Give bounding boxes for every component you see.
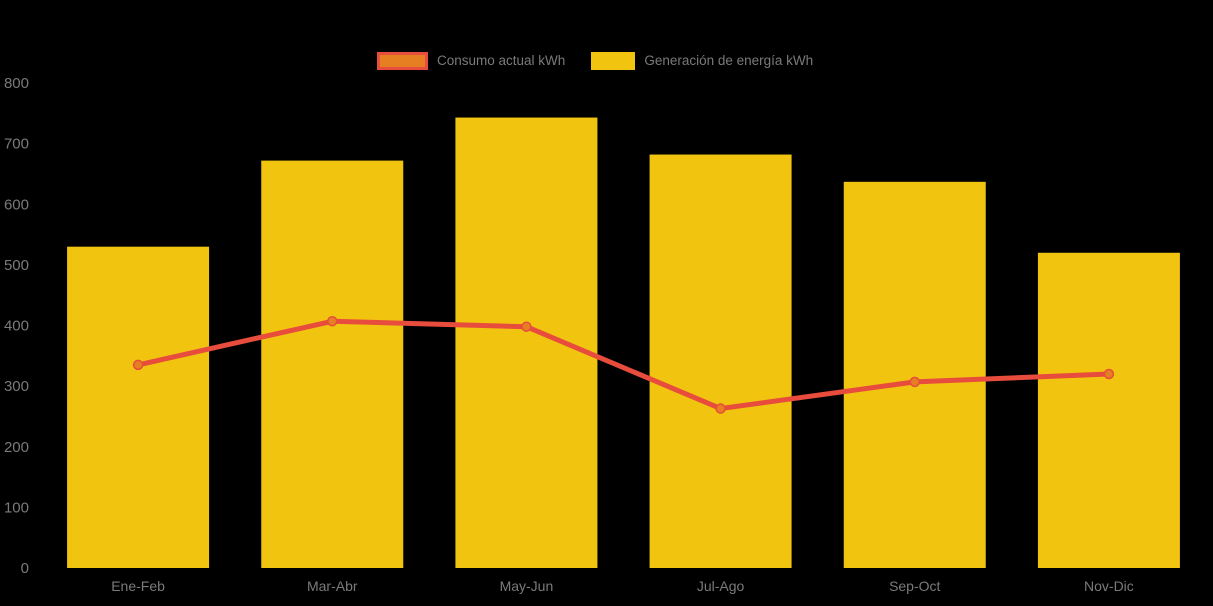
x-axis-label-Ene-Feb: Ene-Feb bbox=[111, 578, 165, 594]
bar-May-Jun bbox=[455, 117, 598, 569]
y-axis-tick-label: 200 bbox=[4, 439, 29, 456]
line-point-May-Jun bbox=[521, 321, 532, 332]
chart-legend: Consumo actual kWh Generación de energía… bbox=[377, 52, 813, 70]
y-axis-tick-label: 600 bbox=[4, 196, 29, 213]
y-axis-tick-label: 0 bbox=[21, 560, 29, 577]
bar-Nov-Dic bbox=[1037, 252, 1180, 568]
x-axis-label-Mar-Abr: Mar-Abr bbox=[307, 578, 358, 594]
y-axis-tick-label: 800 bbox=[4, 75, 29, 92]
x-axis-label-May-Jun: May-Jun bbox=[500, 578, 554, 594]
x-axis-label-Nov-Dic: Nov-Dic bbox=[1084, 578, 1134, 594]
y-axis-tick-label: 300 bbox=[4, 378, 29, 395]
y-axis-tick-label: 100 bbox=[4, 499, 29, 516]
legend-label-consumo-actual: Consumo actual kWh bbox=[437, 53, 566, 68]
line-point-Jul-Ago bbox=[715, 403, 726, 414]
line-point-Mar-Abr bbox=[327, 316, 338, 327]
bar-Ene-Feb bbox=[67, 246, 210, 568]
legend-swatch-bar-series bbox=[591, 52, 636, 70]
x-axis-label-Jul-Ago: Jul-Ago bbox=[697, 578, 745, 594]
line-series-path bbox=[135, 318, 1112, 412]
bar-Jul-Ago bbox=[649, 154, 792, 568]
legend-label-generacion-energia: Generación de energía kWh bbox=[644, 53, 814, 68]
legend-item-consumo-actual[interactable]: Consumo actual kWh bbox=[377, 52, 565, 70]
bar-Sep-Oct bbox=[843, 181, 986, 568]
y-axis-tick-label: 500 bbox=[4, 257, 29, 274]
line-point-Nov-Dic bbox=[1103, 368, 1115, 380]
bar-Mar-Abr bbox=[261, 160, 404, 568]
line-point-Sep-Oct bbox=[909, 376, 920, 388]
y-axis-tick-label: 700 bbox=[4, 136, 29, 153]
y-axis-tick-label: 400 bbox=[4, 318, 29, 335]
legend-swatch-line-series bbox=[377, 52, 428, 70]
x-axis-label-Sep-Oct: Sep-Oct bbox=[889, 578, 940, 594]
legend-item-generacion-energia[interactable]: Generación de energía kWh bbox=[591, 52, 813, 70]
line-point-Ene-Feb bbox=[132, 359, 144, 371]
